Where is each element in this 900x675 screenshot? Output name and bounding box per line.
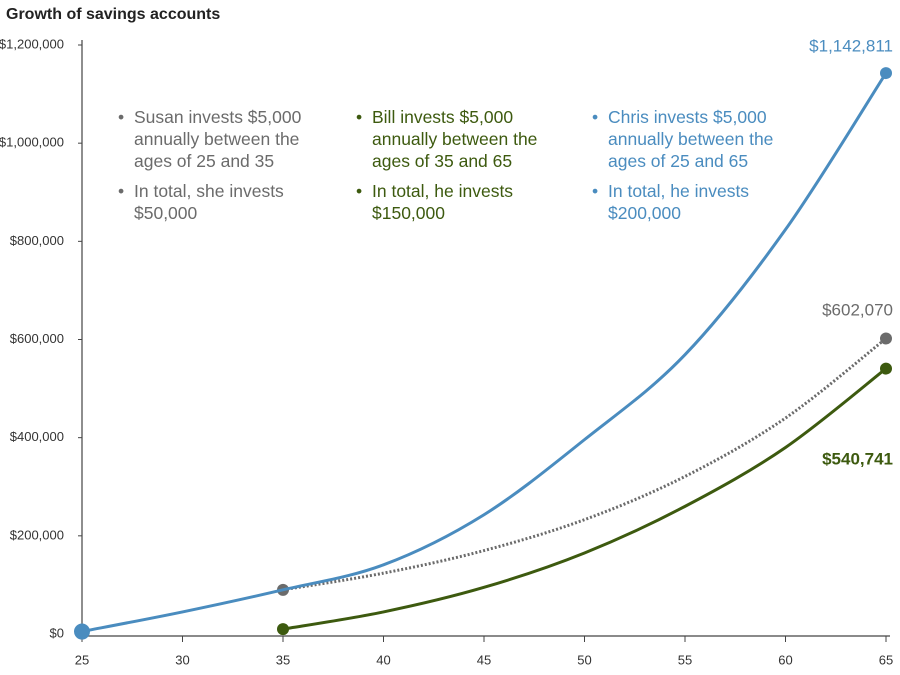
- y-tick-label: $600,000: [10, 331, 64, 346]
- x-tick-label: 60: [778, 652, 792, 667]
- y-tick-label: $0: [50, 625, 64, 640]
- note-item: Bill invests $5,000 annually between the…: [356, 106, 571, 172]
- y-tick-label: $800,000: [10, 233, 64, 248]
- x-tick-label: 25: [75, 652, 89, 667]
- x-tick-label: 55: [678, 652, 692, 667]
- x-tick-label: 35: [276, 652, 290, 667]
- y-tick-label: $200,000: [10, 527, 64, 542]
- y-tick-label: $1,200,000: [0, 36, 64, 51]
- series-line: [282, 367, 887, 631]
- series-note: Chris invests $5,000 annually between th…: [592, 106, 807, 232]
- note-item: In total, he invests $200,000: [592, 180, 807, 224]
- point-marker: [880, 67, 892, 80]
- point-marker: [74, 623, 90, 640]
- series-note: Bill invests $5,000 annually between the…: [356, 106, 571, 232]
- x-tick-label: 65: [879, 652, 893, 667]
- y-tick-label: $400,000: [10, 429, 64, 444]
- note-item: Susan invests $5,000 annually between th…: [118, 106, 333, 172]
- note-item: Chris invests $5,000 annually between th…: [592, 106, 807, 172]
- point-marker: [880, 332, 892, 345]
- chart-title: Growth of savings accounts: [6, 6, 220, 23]
- series-line: [81, 72, 888, 634]
- y-tick-label: $1,000,000: [0, 135, 64, 150]
- value-label: $540,741: [822, 449, 893, 468]
- series-line: [282, 337, 887, 592]
- point-marker: [880, 362, 892, 375]
- value-label: $1,142,811: [809, 36, 893, 55]
- x-tick-label: 50: [577, 652, 591, 667]
- series-note: Susan invests $5,000 annually between th…: [118, 106, 333, 232]
- x-tick-label: 30: [175, 652, 189, 667]
- note-item: In total, she invests $50,000: [118, 180, 333, 224]
- value-label: $602,070: [822, 300, 893, 319]
- point-marker: [277, 623, 289, 636]
- x-tick-label: 40: [376, 652, 390, 667]
- note-item: In total, he invests $150,000: [356, 180, 571, 224]
- x-tick-label: 45: [477, 652, 491, 667]
